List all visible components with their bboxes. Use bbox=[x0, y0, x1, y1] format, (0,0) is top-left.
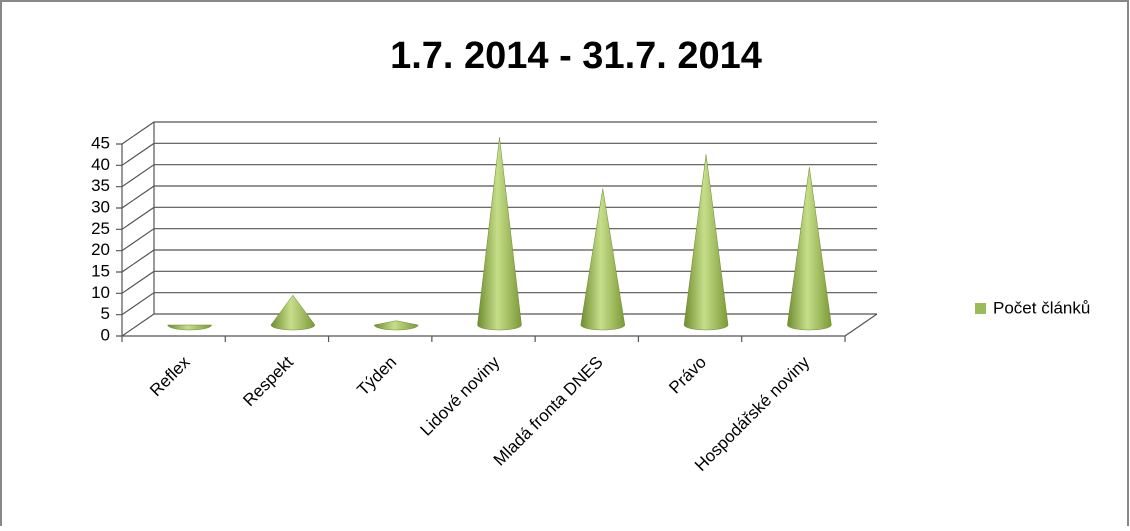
legend-label: Počet článků bbox=[993, 298, 1090, 317]
y-tick-label: 40 bbox=[91, 155, 110, 174]
y-tick-label: 45 bbox=[91, 133, 110, 152]
chart-title: 1.7. 2014 - 31.7. 2014 bbox=[390, 35, 762, 77]
cone bbox=[167, 324, 212, 331]
y-tick-label: 30 bbox=[91, 197, 110, 216]
grid-line bbox=[116, 164, 877, 188]
grid-line bbox=[116, 228, 877, 252]
grid-line bbox=[116, 206, 877, 230]
legend-swatch bbox=[975, 303, 986, 314]
cone bbox=[787, 167, 832, 331]
grid-line bbox=[116, 142, 877, 166]
y-tick-label: 15 bbox=[91, 261, 110, 280]
cone bbox=[477, 137, 522, 331]
cone bbox=[270, 294, 316, 331]
y-tick-label: 35 bbox=[91, 176, 110, 195]
grid-line bbox=[116, 249, 877, 273]
cone bbox=[683, 154, 729, 331]
y-tick-label: 20 bbox=[91, 240, 110, 259]
y-tick-label: 0 bbox=[101, 325, 110, 344]
grid-line bbox=[116, 121, 877, 145]
y-tick-label: 25 bbox=[91, 219, 110, 238]
cone bbox=[580, 188, 626, 331]
y-tick-label: 10 bbox=[91, 283, 110, 302]
grid-line bbox=[116, 185, 877, 209]
grid-line bbox=[116, 270, 877, 294]
cone bbox=[373, 320, 419, 331]
y-tick-label: 5 bbox=[101, 304, 110, 323]
